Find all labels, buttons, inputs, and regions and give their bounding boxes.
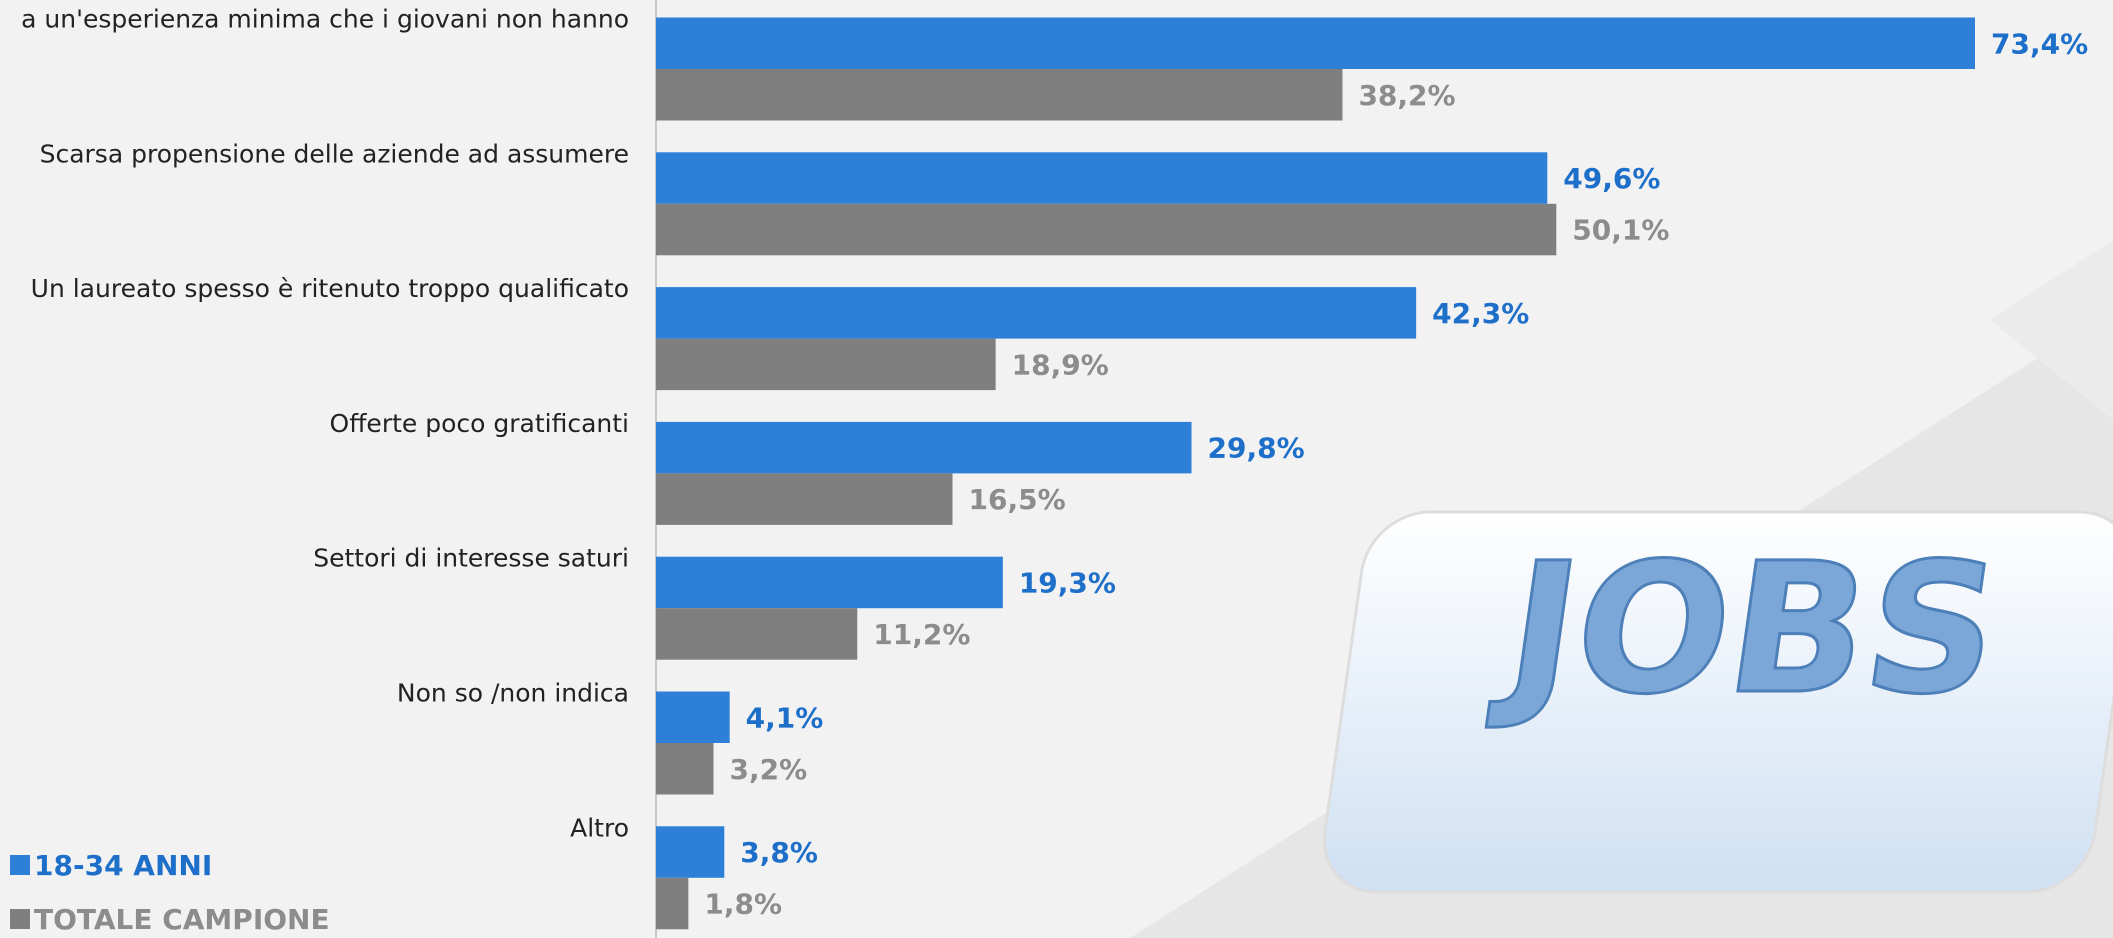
value-label: 38,2%: [1358, 79, 1455, 112]
value-label: 3,8%: [740, 836, 818, 869]
bar: [656, 826, 724, 878]
value-label: 3,2%: [730, 753, 808, 786]
bar: [656, 287, 1416, 339]
bar: [656, 18, 1975, 70]
category-label: a un'esperienza minima che i giovani non…: [21, 5, 629, 34]
value-label: 29,8%: [1208, 432, 1305, 465]
legend-swatch: [10, 909, 30, 929]
bar: [656, 743, 714, 795]
bar: [656, 422, 1192, 474]
category-label: Settori di interesse saturi: [313, 544, 629, 573]
category-label: Un laureato spesso è ritenuto troppo qua…: [31, 274, 629, 303]
bar: [656, 878, 688, 930]
value-label: 49,6%: [1563, 162, 1660, 195]
value-label: 50,1%: [1572, 214, 1669, 247]
image-text: JOBS: [1484, 524, 2011, 734]
value-label: 73,4%: [1991, 27, 2088, 60]
category-label: Non so /non indica: [397, 679, 629, 708]
chart: JOBS a un'esperienza minima che i giovan…: [0, 0, 2113, 938]
value-label: 4,1%: [746, 701, 824, 734]
category-label: Altro: [570, 813, 629, 842]
bar: [656, 69, 1342, 121]
bar: [656, 152, 1547, 204]
page: JOBS a un'esperienza minima che i giovan…: [0, 0, 2113, 938]
bar: [656, 692, 730, 744]
value-label: 19,3%: [1019, 566, 1116, 599]
jobs-image: JOBS: [1317, 512, 2113, 892]
bar: [656, 473, 953, 525]
bar: [656, 608, 857, 660]
value-label: 42,3%: [1432, 297, 1529, 330]
value-label: 11,2%: [873, 618, 970, 651]
value-label: 1,8%: [704, 888, 782, 921]
legend-label: TOTALE CAMPIONE: [34, 903, 330, 936]
bar: [656, 339, 996, 391]
bar: [656, 204, 1556, 256]
category-label: Scarsa propensione delle aziende ad assu…: [40, 139, 629, 168]
legend-swatch: [10, 855, 30, 875]
value-label: 16,5%: [969, 483, 1066, 516]
legend-label: 18-34 ANNI: [34, 849, 212, 882]
bar: [656, 557, 1003, 609]
value-label: 18,9%: [1012, 348, 1109, 381]
category-label: Offerte poco gratificanti: [330, 409, 629, 438]
